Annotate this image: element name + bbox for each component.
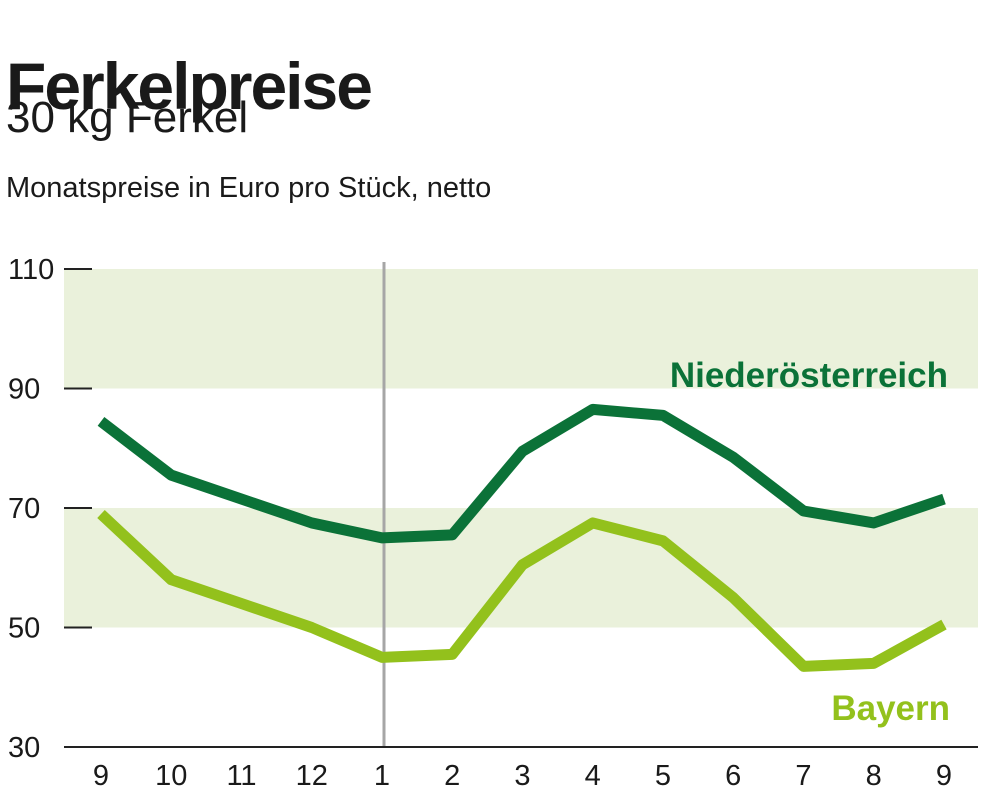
y-tick-label: 110 bbox=[8, 254, 54, 286]
series-labels: Niederösterreich Bayern bbox=[670, 356, 950, 728]
x-tick-label: 8 bbox=[866, 760, 882, 792]
unit-note: Monatspreise in Euro pro Stück, netto bbox=[6, 172, 492, 204]
y-tick-label: 70 bbox=[8, 493, 40, 525]
x-tick-label: 9 bbox=[936, 760, 952, 792]
x-tick-label: 4 bbox=[585, 760, 601, 792]
chart-subtitle: 30 kg Ferkel bbox=[6, 93, 249, 142]
series-lines bbox=[97, 403, 947, 672]
x-tick-label: 9 bbox=[93, 760, 109, 792]
x-tick-label: 5 bbox=[655, 760, 671, 792]
x-axis: 9 10 11 12 1 2 3 4 5 6 7 8 9 bbox=[64, 746, 978, 792]
x-tick-label: 3 bbox=[514, 760, 530, 792]
x-tick-label: 12 bbox=[296, 760, 328, 792]
x-tick-label: 1 bbox=[374, 760, 390, 792]
y-tick-label: 50 bbox=[8, 613, 40, 645]
x-tick-label: 2 bbox=[444, 760, 460, 792]
x-tick-label: 6 bbox=[725, 760, 741, 792]
x-tick-label: 7 bbox=[795, 760, 811, 792]
x-tick-label: 11 bbox=[226, 760, 256, 792]
series-label: Niederösterreich bbox=[670, 356, 948, 395]
y-tick-label: 90 bbox=[8, 374, 40, 406]
background-bands bbox=[64, 269, 978, 628]
x-tick-label: 10 bbox=[155, 760, 187, 792]
chart-title: Ferkelpreise bbox=[6, 49, 373, 124]
series-label: Bayern bbox=[831, 689, 950, 728]
y-axis: 30 50 70 90 110 bbox=[8, 254, 92, 764]
band-90-110 bbox=[64, 269, 978, 389]
y-tick-label: 30 bbox=[8, 732, 40, 764]
